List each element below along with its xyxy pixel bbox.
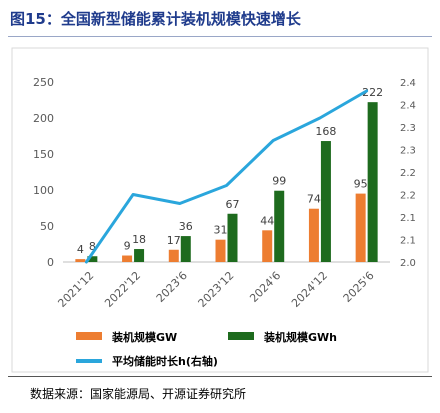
y-right-ticks: 2.0 2.1 2.1 2.2 2.2 2.3 2.3 2.4 2.4 <box>400 78 416 269</box>
y-left-ticks: 0 50 100 150 200 250 <box>33 76 54 269</box>
data-label-gwh: 67 <box>226 198 240 211</box>
y-right-tick-label: 2.2 <box>400 191 416 202</box>
y-right-tick-label: 2.1 <box>400 236 416 247</box>
source-note: 数据来源：国家能源局、开源证券研究所 <box>30 387 247 401</box>
bar-gwh <box>227 213 238 262</box>
bar-gwh <box>134 249 145 262</box>
line-avg-duration <box>84 89 369 264</box>
legend-swatch-gw <box>76 332 102 340</box>
y-right-tick-label: 2.2 <box>400 168 416 179</box>
y-left-tick-label: 50 <box>40 220 54 233</box>
y-right-tick-label: 2.1 <box>400 213 416 224</box>
legend-label-duration: 平均储能时长h(右轴) <box>112 354 218 368</box>
data-label-gw: 4 <box>77 243 84 256</box>
x-tick-label: 2025'6 <box>341 269 377 305</box>
x-tick-label: 2023'12 <box>196 269 237 310</box>
data-label-gw: 74 <box>307 193 321 206</box>
y-left-tick-label: 150 <box>33 148 54 161</box>
x-tick-label: 2023'6 <box>154 269 190 305</box>
line-series <box>84 89 369 264</box>
bars <box>75 102 378 262</box>
bar-gw <box>355 193 366 262</box>
bar-gwh <box>367 102 378 262</box>
data-label-gwh: 8 <box>89 240 96 253</box>
data-label-gw: 31 <box>214 224 228 237</box>
bar-gw <box>75 259 86 262</box>
x-tick-label: 2024'12 <box>289 269 330 310</box>
data-label-gwh: 222 <box>362 86 383 99</box>
legend-label-gw: 装机规模GW <box>111 330 177 344</box>
y-left-tick-label: 100 <box>33 184 54 197</box>
bar-gwh <box>274 190 285 262</box>
legend-label-gwh: 装机规模GWh <box>263 330 337 344</box>
bar-gwh <box>180 236 191 262</box>
bar-gw <box>215 239 226 262</box>
y-right-tick-label: 2.4 <box>400 101 416 112</box>
data-label-gwh: 36 <box>179 220 193 233</box>
source-divider <box>8 376 432 377</box>
legend: 装机规模GW 装机规模GWh 平均储能时长h(右轴) <box>76 330 337 368</box>
data-label-gw: 9 <box>124 240 131 253</box>
legend-swatch-gwh <box>228 332 254 340</box>
y-left-tick-label: 0 <box>47 256 54 269</box>
y-right-tick-label: 2.4 <box>400 78 416 89</box>
data-label-gwh: 168 <box>315 125 336 138</box>
y-right-tick-label: 2.0 <box>400 258 416 269</box>
y-right-tick-label: 2.3 <box>400 123 416 134</box>
data-label-gwh: 99 <box>272 175 286 188</box>
chart-frame <box>11 47 429 373</box>
bar-gw <box>262 230 273 262</box>
y-left-tick-label: 250 <box>33 76 54 89</box>
x-tick-label: 2021'12 <box>55 269 96 310</box>
y-right-tick-label: 2.3 <box>400 146 416 157</box>
y-left-tick-label: 200 <box>33 112 54 125</box>
bar-gw <box>168 249 179 262</box>
data-label-gw: 44 <box>260 214 274 227</box>
title-divider <box>8 36 432 37</box>
chart-title: 图15：全国新型储能累计装机规模快速增长 <box>10 10 301 28</box>
bar-gwh <box>320 141 331 262</box>
x-tick-label: 2022'12 <box>102 269 143 310</box>
data-label-gw: 95 <box>354 178 368 191</box>
bar-gw <box>308 208 319 262</box>
bar-gw <box>122 255 133 262</box>
data-label-gw: 17 <box>167 234 181 247</box>
x-ticks: 2021'12 2022'12 2023'6 2023'12 2024'6 2024'12… <box>55 269 376 310</box>
data-label-gwh: 18 <box>132 233 146 246</box>
x-tick-label: 2024'6 <box>247 269 283 305</box>
bar-gwh <box>87 256 98 262</box>
